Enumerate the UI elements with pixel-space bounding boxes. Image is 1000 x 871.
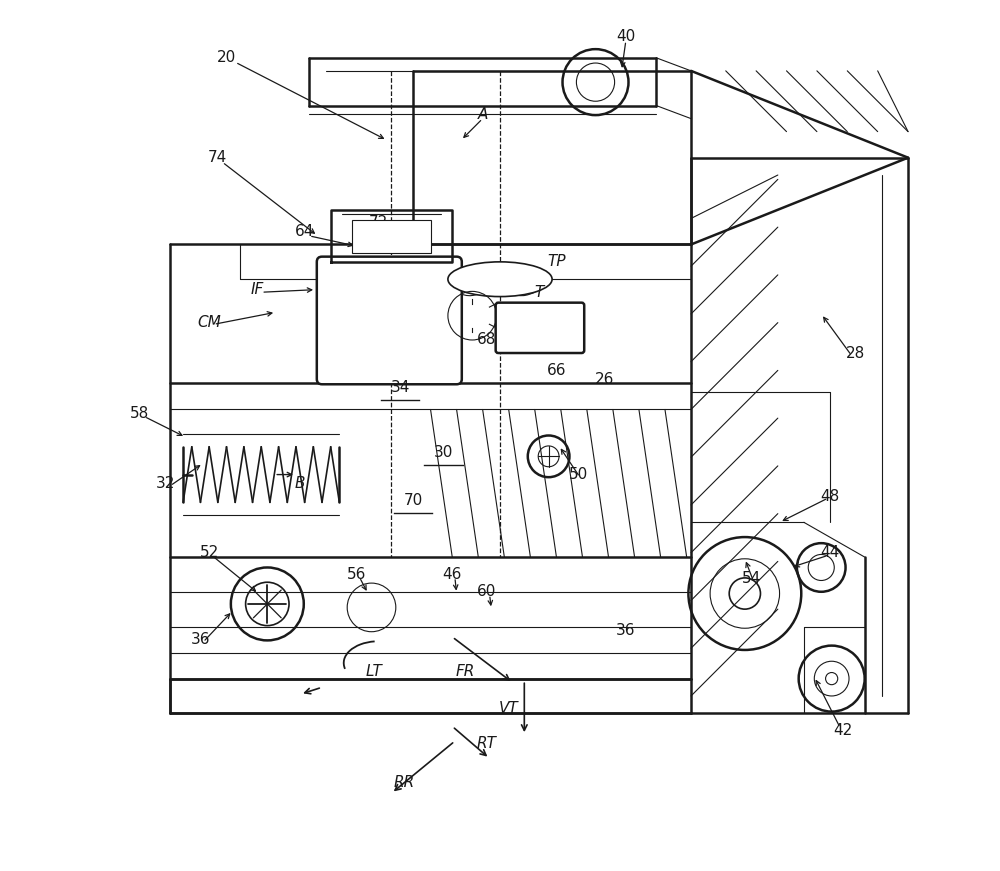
Text: A: A <box>477 107 488 122</box>
FancyBboxPatch shape <box>496 302 584 353</box>
Text: 28: 28 <box>846 346 866 361</box>
Text: 36: 36 <box>616 624 636 638</box>
FancyBboxPatch shape <box>317 257 462 384</box>
Text: 20: 20 <box>217 51 236 65</box>
Text: IF: IF <box>250 282 264 297</box>
Bar <box>352 220 431 253</box>
Text: 66: 66 <box>547 363 566 378</box>
Text: T: T <box>534 285 544 300</box>
Text: 30: 30 <box>434 445 453 461</box>
Text: RT: RT <box>477 736 497 751</box>
Text: 34: 34 <box>390 381 410 395</box>
Text: TP: TP <box>547 254 566 269</box>
Text: VT: VT <box>499 701 519 717</box>
Text: 50: 50 <box>569 467 588 482</box>
Text: 72: 72 <box>369 215 388 230</box>
Text: 64: 64 <box>295 224 314 239</box>
Text: 70: 70 <box>404 493 423 508</box>
Text: RR: RR <box>394 775 415 790</box>
Text: 68: 68 <box>477 333 497 348</box>
Text: 52: 52 <box>200 545 219 560</box>
Ellipse shape <box>448 262 552 297</box>
Text: 42: 42 <box>833 723 853 739</box>
Text: 36: 36 <box>191 632 210 647</box>
Text: 54: 54 <box>742 571 761 586</box>
Text: 48: 48 <box>820 489 840 503</box>
Text: LT: LT <box>366 665 383 679</box>
Text: 26: 26 <box>594 372 614 387</box>
Text: 74: 74 <box>208 150 227 165</box>
Text: 58: 58 <box>130 406 149 422</box>
Text: 60: 60 <box>477 584 497 599</box>
Text: FR: FR <box>456 665 475 679</box>
Text: 56: 56 <box>347 567 366 582</box>
Text: 46: 46 <box>443 567 462 582</box>
Text: 44: 44 <box>820 545 840 560</box>
Text: B: B <box>295 476 306 490</box>
Text: 40: 40 <box>616 29 636 44</box>
Text: CM: CM <box>197 315 221 330</box>
Text: 32: 32 <box>156 476 175 490</box>
